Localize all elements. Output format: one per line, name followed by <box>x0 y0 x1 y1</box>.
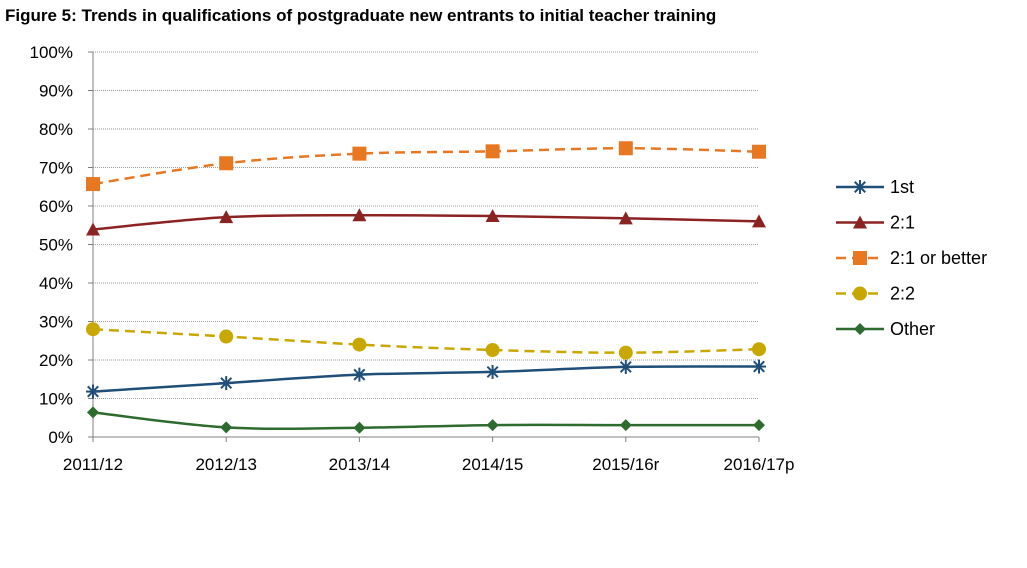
gridlines <box>93 51 759 399</box>
data-point-2-1 <box>752 214 766 228</box>
data-point-2-2 <box>618 345 633 360</box>
chart-title: Figure 5: Trends in qualifications of po… <box>5 6 717 25</box>
data-point-2-1-or-better <box>86 177 100 192</box>
asterisk-stroke <box>220 377 233 390</box>
data-point-2-2 <box>352 337 367 352</box>
data-point-1st <box>618 359 633 374</box>
data-point-2-1-or-better <box>752 144 766 159</box>
data-point-2-1 <box>352 208 367 222</box>
asterisk-stroke <box>619 360 632 373</box>
data-point-other <box>353 421 366 434</box>
legend: 1st 2:1 2:1 or better 2:2 Other <box>836 177 987 339</box>
series-line-2-2 <box>92 327 760 354</box>
data-point-1st <box>752 359 766 374</box>
data-point-1st <box>485 364 500 379</box>
y-tick-label: 30% <box>39 313 73 332</box>
legend-marker-2-1-or-better <box>853 251 867 265</box>
x-tick-label: 2014/15 <box>462 455 523 474</box>
data-point-2-2 <box>485 342 500 357</box>
x-tick-label: 2013/14 <box>329 455 390 474</box>
y-tick-label: 0% <box>48 428 73 447</box>
axes <box>88 51 760 442</box>
y-tick-label: 90% <box>39 82 73 101</box>
data-point-other <box>87 406 99 419</box>
data-point-other <box>486 419 499 432</box>
y-axis-tick-labels: 0% 10% 20% 30% 40% 50% 60% 70% 80% 90% 100% <box>30 43 73 447</box>
asterisk-stroke <box>353 368 366 381</box>
legend-marker-2-1 <box>853 215 867 229</box>
legend-marker-other <box>854 323 866 335</box>
data-point-other <box>220 421 233 434</box>
data-point-2-1-or-better <box>618 141 633 156</box>
x-tick-label: 2011/12 <box>63 455 123 474</box>
asterisk-stroke <box>486 365 499 378</box>
data-point-2-1 <box>618 211 633 225</box>
x-axis-tick-labels: 2011/12 2012/13 2013/14 2014/15 2015/16r 2016… <box>63 455 795 474</box>
x-tick-label: 2015/16r <box>592 455 659 474</box>
y-tick-label: 20% <box>39 351 73 370</box>
series-line-other <box>92 411 759 430</box>
data-point-2-1 <box>219 210 234 224</box>
legend-label-2-2: 2:2 <box>890 284 915 304</box>
legend-marker-1st <box>853 180 867 194</box>
y-tick-label: 10% <box>39 390 73 409</box>
y-tick-label: 80% <box>39 120 73 139</box>
y-tick-label: 40% <box>39 274 73 293</box>
asterisk-stroke <box>854 181 866 193</box>
data-point-1st <box>86 384 100 399</box>
asterisk-stroke <box>753 360 765 373</box>
data-point-2-1-or-better <box>219 156 234 171</box>
data-point-other <box>619 419 632 432</box>
x-tick-label: 2012/13 <box>195 455 256 474</box>
data-point-1st <box>352 367 367 382</box>
legend-marker-2-2 <box>853 286 867 301</box>
y-tick-label: 60% <box>39 197 73 216</box>
asterisk-stroke <box>87 385 99 398</box>
y-tick-label: 50% <box>39 236 73 255</box>
x-tick-label: 2016/17p <box>724 455 795 474</box>
legend-label-2-1: 2:1 <box>890 213 915 233</box>
data-point-2-1-or-better <box>485 144 500 159</box>
series-line-1st <box>92 365 760 393</box>
data-point-2-2 <box>752 342 766 357</box>
data-point-2-2 <box>219 329 234 344</box>
y-tick-label: 100% <box>30 43 73 62</box>
legend-label-2-1-or-better: 2:1 or better <box>890 248 987 268</box>
series-line-2-1-or-better <box>92 146 760 186</box>
data-point-2-2 <box>86 322 100 337</box>
series-line-2-1 <box>92 213 760 231</box>
data-point-other <box>753 419 765 432</box>
data-point-2-1-or-better <box>352 146 367 161</box>
y-tick-label: 70% <box>39 159 73 178</box>
data-point-2-1 <box>485 209 500 223</box>
series-lines <box>86 141 766 434</box>
legend-label-1st: 1st <box>890 177 914 197</box>
legend-label-other: Other <box>890 319 935 339</box>
data-point-2-1 <box>86 222 100 236</box>
data-point-1st <box>219 376 234 391</box>
